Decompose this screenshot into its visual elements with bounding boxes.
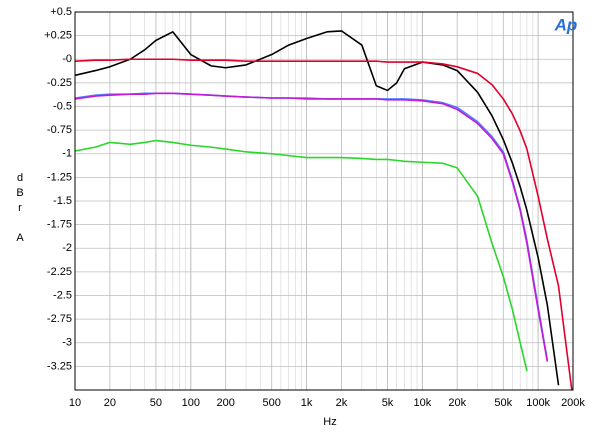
y-axis-label: dBr A bbox=[14, 172, 26, 247]
y-tick-label: -1.25 bbox=[47, 171, 72, 183]
y-tick-label: -2 bbox=[62, 242, 72, 254]
lines bbox=[75, 30, 573, 390]
x-tick-label: 50k bbox=[494, 397, 512, 409]
x-tick-label: 50 bbox=[150, 397, 162, 409]
x-tick-label: 200 bbox=[216, 397, 234, 409]
x-tick-label: 20 bbox=[104, 397, 116, 409]
series-line bbox=[75, 92, 549, 362]
grid bbox=[74, 11, 574, 390]
y-tick-label: +0.25 bbox=[44, 30, 72, 42]
x-tick-label: 10k bbox=[413, 397, 431, 409]
y-tick-label: -1.75 bbox=[47, 219, 72, 231]
y-tick-label: -2.25 bbox=[47, 266, 72, 278]
x-tick-label: 500 bbox=[263, 397, 281, 409]
x-tick-label: 2k bbox=[336, 397, 348, 409]
y-tick-label: -0 bbox=[62, 53, 72, 65]
x-tick-label: 5k bbox=[382, 397, 394, 409]
y-tick-label: -3 bbox=[62, 337, 72, 349]
y-tick-label: -0.5 bbox=[53, 100, 72, 112]
series-line bbox=[75, 58, 573, 390]
x-tick-label: 100 bbox=[182, 397, 200, 409]
x-tick-label: 20k bbox=[448, 397, 466, 409]
y-tick-label: -0.75 bbox=[47, 124, 72, 136]
y-tick-label: -3.25 bbox=[47, 360, 72, 372]
y-tick-label: -2.75 bbox=[47, 313, 72, 325]
logo: Ap bbox=[554, 15, 578, 34]
y-tick-label: -1.5 bbox=[53, 195, 72, 207]
x-tick-label: 10 bbox=[69, 397, 81, 409]
x-tick-label: 1k bbox=[301, 397, 313, 409]
plot-frame bbox=[74, 11, 574, 391]
x-tick-label: 100k bbox=[526, 397, 550, 409]
x-axis-label: Hz bbox=[323, 416, 336, 428]
y-tick-label: -0.25 bbox=[47, 77, 72, 89]
x-tick-label: 200k bbox=[561, 397, 585, 409]
y-tick-label: -1 bbox=[62, 148, 72, 160]
series-line bbox=[75, 30, 560, 386]
y-tick-label: +0.5 bbox=[50, 6, 72, 18]
series-line bbox=[75, 139, 528, 372]
y-tick-label: -2.5 bbox=[53, 289, 72, 301]
